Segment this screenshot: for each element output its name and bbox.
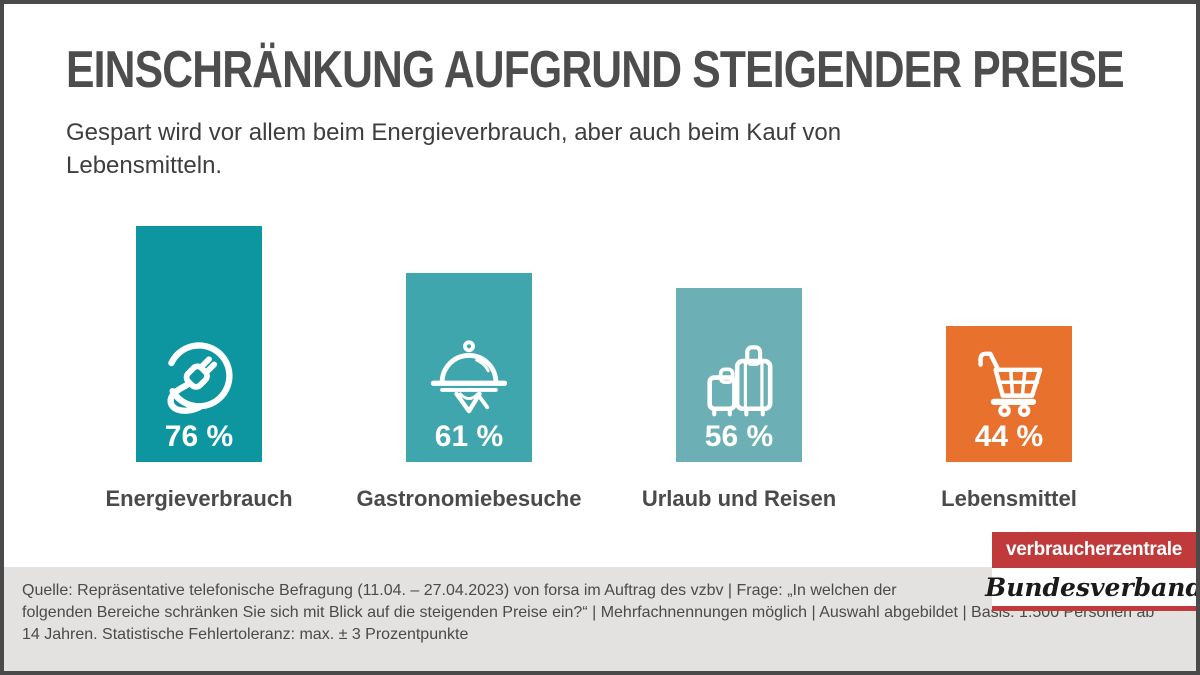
source-text: Quelle: Repräsentative telefonische Befr…	[22, 582, 1155, 643]
category-label-urlaub-und-reisen: Urlaub und Reisen	[641, 486, 837, 511]
source-text-block: Quelle: Repräsentative telefonische Befr…	[4, 567, 1172, 646]
value-label-lebensmittel: 44 %	[974, 420, 1044, 453]
value-label-gastronomiebesuche: 61 %	[434, 420, 504, 453]
chart-title: EINSCHRÄNKUNG AUFGRUND STEIGENDER PREISE	[66, 41, 1125, 99]
category-label-lebensmittel: Lebensmittel	[941, 486, 1077, 511]
logo-script-text: Bundesverband	[985, 568, 1196, 606]
logo-wordmark: verbraucherzentrale	[992, 532, 1196, 568]
source-footer: Quelle: Repräsentative telefonische Befr…	[4, 567, 1196, 671]
vzbv-logo: verbraucherzentrale Bundesverband	[985, 532, 1196, 611]
power-plug-icon	[167, 342, 233, 414]
bars-row: 76 % 61 %	[64, 222, 1144, 462]
bar-lebensmittel: 44 %	[946, 326, 1072, 462]
category-label-gastronomiebesuche: Gastronomiebesuche	[356, 486, 582, 511]
bar-slot-urlaub-und-reisen: 56 %	[604, 288, 874, 462]
logo-underline	[992, 606, 1196, 611]
bar-urlaub-und-reisen: 56 %	[676, 288, 802, 462]
value-label-urlaub-und-reisen: 56 %	[704, 420, 774, 453]
bar-gastronomiebesuche: 61 %	[406, 273, 532, 462]
shopping-cart-icon	[978, 351, 1043, 417]
bar-chart: 76 % 61 %	[64, 222, 1144, 512]
luggage-icon	[707, 345, 773, 417]
category-label-energieverbrauch: Energieverbrauch	[105, 486, 293, 511]
category-labels-row: Energieverbrauch Gastronomiebesuche Urla…	[64, 486, 1144, 512]
serving-cloche-icon	[430, 340, 508, 414]
bar-slot-energieverbrauch: 76 %	[64, 226, 334, 462]
bar-energieverbrauch: 76 %	[136, 226, 262, 462]
value-label-energieverbrauch: 76 %	[164, 420, 234, 453]
chart-subtitle: Gespart wird vor allem beim Energieverbr…	[66, 119, 842, 179]
bar-slot-gastronomiebesuche: 61 %	[334, 273, 604, 462]
bar-slot-lebensmittel: 44 %	[874, 326, 1144, 462]
